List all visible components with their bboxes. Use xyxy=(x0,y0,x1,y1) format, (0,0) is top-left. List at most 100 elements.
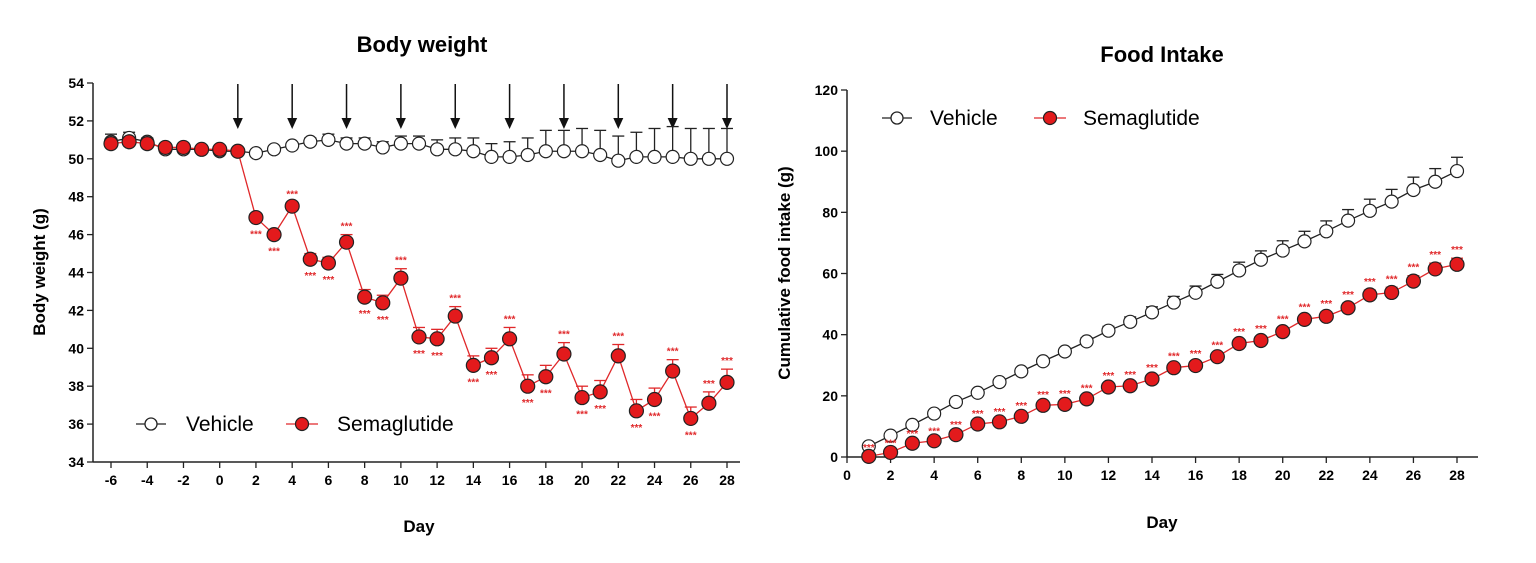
data-point xyxy=(665,149,680,165)
y-tick-label: 48 xyxy=(68,189,84,205)
y-tick-label: 100 xyxy=(815,143,839,159)
data-point xyxy=(926,433,942,449)
legend: Vehicle Semaglutide xyxy=(136,413,454,436)
x-tick-label: 2 xyxy=(887,467,895,483)
series-semaglutide: *** *** *** *** *** *** *** *** *** *** *** *** *** *… xyxy=(103,134,735,441)
dosing-arrow xyxy=(287,84,298,129)
significance-label: *** xyxy=(649,411,661,422)
data-point xyxy=(1101,323,1116,338)
data-point xyxy=(175,139,192,156)
series-semaglutide: *** *** *** *** *** *** *** *** *** *** *** *** *** *… xyxy=(861,245,1465,464)
data-point xyxy=(230,143,246,159)
data-point xyxy=(212,141,228,157)
legend-semaglutide-marker xyxy=(294,416,310,432)
significance-label: *** xyxy=(1342,290,1354,301)
data-point xyxy=(882,444,899,461)
dosing-arrow-head xyxy=(558,118,569,129)
dosing-arrow xyxy=(232,84,243,129)
dosing-arrow-head xyxy=(341,118,352,129)
data-point xyxy=(593,147,608,163)
x-tick-label: 28 xyxy=(719,472,735,488)
data-point xyxy=(1253,252,1269,267)
x-tick-label: 0 xyxy=(216,472,224,488)
x-tick-label: 18 xyxy=(1231,467,1247,483)
series-vehicle xyxy=(861,156,1465,454)
significance-label: *** xyxy=(1299,302,1311,313)
x-tick-label: 20 xyxy=(1275,467,1291,483)
data-point xyxy=(266,227,282,243)
data-point xyxy=(1079,334,1094,349)
data-point xyxy=(610,348,626,364)
data-point xyxy=(139,136,155,152)
significance-label: *** xyxy=(413,349,425,360)
data-point xyxy=(357,136,372,151)
data-point xyxy=(1296,311,1313,327)
data-point xyxy=(1057,396,1073,412)
dosing-arrow xyxy=(667,84,678,129)
legend-vehicle-label: Vehicle xyxy=(186,413,254,436)
significance-label: *** xyxy=(576,410,588,421)
data-point xyxy=(904,435,920,451)
x-tick-label: 10 xyxy=(1057,467,1073,483)
x-tick-label: 12 xyxy=(429,472,445,488)
data-point xyxy=(992,374,1007,390)
data-point xyxy=(1079,391,1095,407)
data-point xyxy=(411,329,427,345)
data-point xyxy=(948,427,964,443)
data-point xyxy=(157,139,173,156)
significance-label: *** xyxy=(540,389,552,400)
y-tick-label: 38 xyxy=(68,378,84,394)
data-point xyxy=(970,385,985,400)
significance-label: *** xyxy=(594,404,606,415)
x-tick-label: 16 xyxy=(502,472,518,488)
data-point xyxy=(1362,203,1377,218)
significance-label: *** xyxy=(1429,250,1441,261)
data-point xyxy=(1275,324,1291,340)
data-point xyxy=(320,255,337,271)
x-tick-label: 22 xyxy=(611,472,627,488)
significance-label: *** xyxy=(907,429,919,440)
data-point xyxy=(502,149,517,165)
data-point xyxy=(447,308,463,324)
data-point xyxy=(1253,332,1269,349)
data-point xyxy=(1275,243,1290,258)
data-point xyxy=(1297,234,1312,249)
data-point xyxy=(970,416,986,432)
y-tick-label: 20 xyxy=(822,388,838,404)
data-point xyxy=(1362,287,1378,303)
data-point xyxy=(1384,284,1400,301)
x-tick-label: 28 xyxy=(1449,467,1465,483)
data-point xyxy=(429,331,445,347)
data-point xyxy=(193,141,210,157)
data-point xyxy=(611,153,626,168)
significance-label: *** xyxy=(928,426,940,437)
data-point xyxy=(991,414,1008,430)
dosing-arrow xyxy=(722,84,732,129)
significance-label: *** xyxy=(395,256,407,267)
significance-label: *** xyxy=(685,430,697,441)
data-point xyxy=(556,346,572,362)
significance-label: *** xyxy=(468,377,480,388)
food-intake-chart: Food Intake Day Cumulative food intake (… xyxy=(775,42,1478,532)
y-tick-label: 80 xyxy=(822,204,838,220)
significance-label: *** xyxy=(1168,352,1180,363)
series-line xyxy=(868,263,1458,458)
y-tick-label: 60 xyxy=(822,266,838,282)
x-tick-label: 20 xyxy=(574,472,590,488)
data-point xyxy=(375,140,390,155)
data-point xyxy=(701,151,716,166)
data-point xyxy=(647,149,662,165)
dosing-arrow xyxy=(504,84,515,129)
data-point xyxy=(1187,357,1204,374)
data-point xyxy=(357,289,373,305)
legend-vehicle-label: Vehicle xyxy=(930,107,998,130)
dosing-arrow-head xyxy=(504,118,515,129)
data-point xyxy=(430,142,445,157)
data-point xyxy=(646,391,663,408)
data-point xyxy=(701,395,717,411)
series-line xyxy=(110,141,728,420)
significance-label: *** xyxy=(268,247,280,258)
